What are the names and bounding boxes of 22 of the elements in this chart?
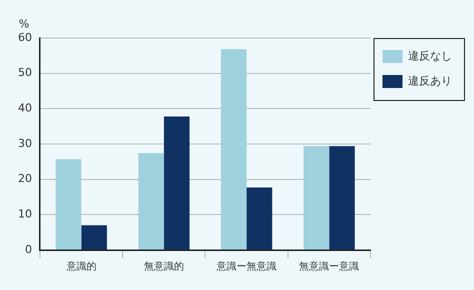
legend-label: 違反なし [408, 49, 452, 62]
y-tick-label: 50 [18, 66, 32, 80]
legend-label: 違反あり [408, 74, 452, 88]
bar [246, 187, 272, 250]
y-tick-label: 30 [18, 136, 32, 150]
bar [220, 49, 247, 250]
x-tick-label: 無意識的 [144, 260, 184, 273]
bar [304, 146, 330, 250]
bar [56, 159, 82, 250]
x-tick-label: 無意識ー意識 [299, 260, 360, 273]
x-tick-label: 意識的 [65, 260, 96, 273]
bar [81, 225, 107, 250]
bar [329, 146, 355, 250]
y-tick-label: 0 [24, 242, 32, 256]
y-tick-label: 20 [18, 172, 32, 186]
y-tick-label: 10 [18, 208, 32, 221]
y-tick-label: 40 [18, 102, 32, 115]
bar [164, 116, 190, 250]
x-tick-label: 意識ー無意識 [216, 260, 277, 273]
y-axis-title: % [18, 17, 30, 30]
y-tick-label: 60 [18, 30, 32, 44]
bar [138, 153, 164, 250]
